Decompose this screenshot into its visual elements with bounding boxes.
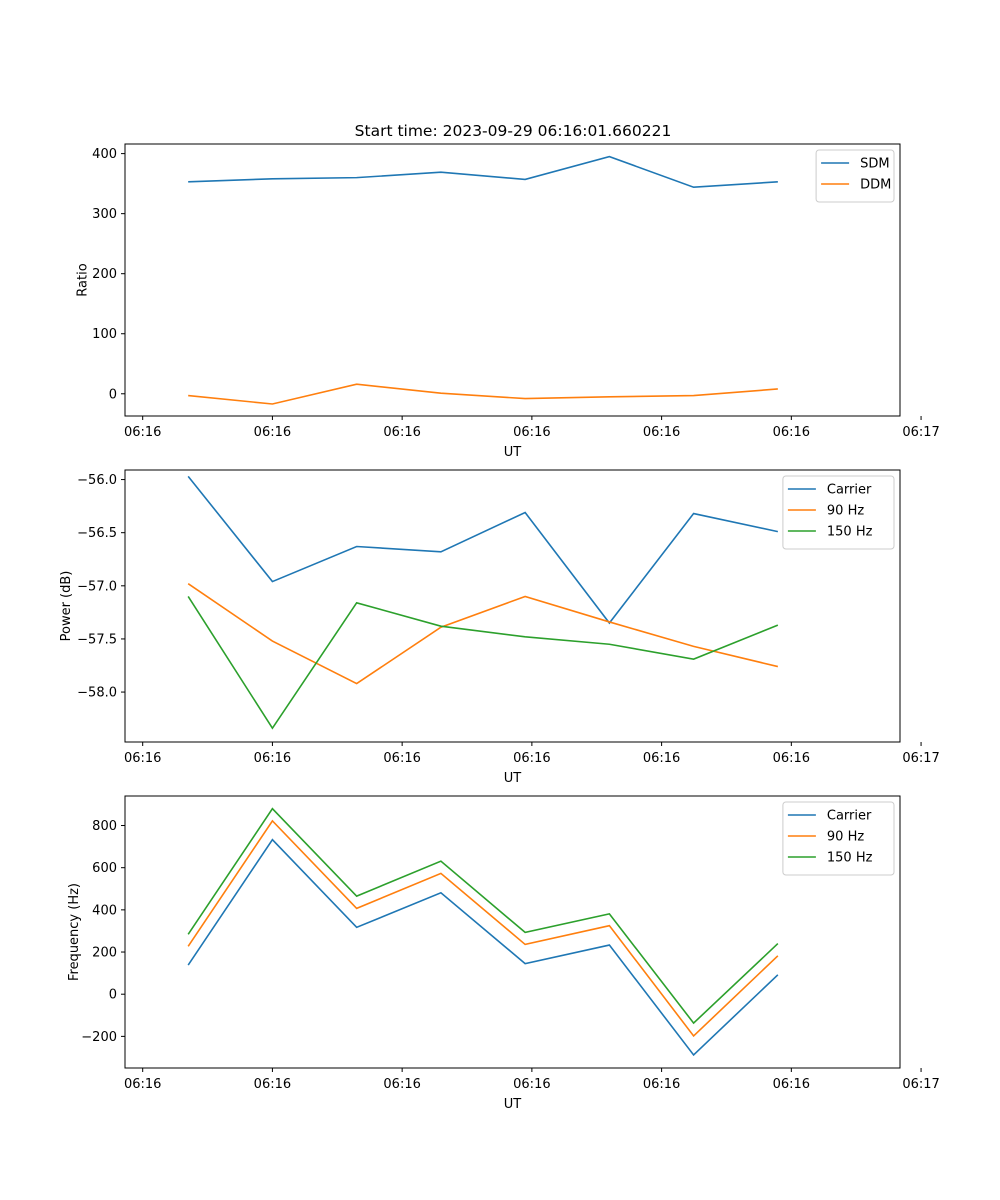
x-tick-label: 06:16 [513,425,550,440]
series-line-carrier [187,475,779,625]
y-tick-label: 400 [92,147,117,162]
y-tick-label: −57.0 [77,579,117,594]
x-tick-label: 06:17 [902,425,939,440]
axes-frame [124,143,901,417]
x-tick-label: 06:16 [643,1077,680,1092]
x-tick-label: 06:16 [383,425,420,440]
x-tick-label: 06:17 [902,1077,939,1092]
series-line-150-hz [187,596,779,730]
y-tick-label: 0 [109,988,117,1003]
x-axis-label: UT [504,1097,522,1112]
legend: Carrier 90 Hz 150 Hz [782,475,895,550]
legend: Carrier 90 Hz 150 Hz [782,801,895,876]
x-axis-label: UT [504,771,522,786]
series-line-sdm [188,155,778,189]
x-tick-label: 06:16 [124,751,161,766]
x-axis-label: UT [504,445,522,460]
chart-panel-1: 06:16 06:16 06:16 06:16 06:16 06:16 06:17 0 100 2… [75,143,940,460]
legend: SDM DDM [815,149,895,203]
legend-label: SDM [860,157,889,172]
x-tick-label: 06:16 [254,751,291,766]
y-tick-label: 200 [92,267,117,282]
legend-label: 150 Hz [827,851,873,866]
y-tick-label: 800 [92,819,117,834]
legend-label: 90 Hz [827,830,864,845]
x-tick-label: 06:16 [773,1077,810,1092]
y-tick-label: 0 [109,387,117,402]
x-tick-label: 06:16 [254,1077,291,1092]
axes-frame [124,795,901,1069]
x-tick-label: 06:16 [643,425,680,440]
series-line-90-hz [187,583,779,685]
series-line-carrier [187,838,779,1057]
legend-label: 90 Hz [827,504,864,519]
x-tick-label: 06:16 [254,425,291,440]
y-axis-label: Frequency (Hz) [67,883,82,981]
x-tick-label: 06:16 [773,425,810,440]
x-tick-label: 06:16 [513,751,550,766]
y-tick-label: −57.5 [77,632,117,647]
series-line-90-hz [187,819,779,1038]
y-axis-label: Power (dB) [59,571,74,642]
y-tick-label: −58.0 [77,686,117,701]
figure-title: Start time: 2023-09-29 06:16:01.660221 [355,122,672,140]
y-tick-label: 400 [92,903,117,918]
x-tick-label: 06:16 [383,1077,420,1092]
x-tick-label: 06:16 [513,1077,550,1092]
chart-panel-2: 06:16 06:16 06:16 06:16 06:16 06:16 06:17 −56.0… [59,469,940,786]
y-tick-label: −56.5 [77,526,117,541]
series-line-150-hz [187,807,779,1025]
y-tick-label: 200 [92,946,117,961]
y-tick-label: 100 [92,327,117,342]
y-tick-label: −56.0 [77,473,117,488]
x-tick-label: 06:16 [383,751,420,766]
y-tick-label: 300 [92,207,117,222]
legend-label: Carrier [827,809,872,824]
y-tick-label: −200 [81,1030,117,1045]
axes-frame [124,469,901,743]
y-axis-label: Ratio [75,263,90,296]
x-tick-label: 06:16 [124,425,161,440]
legend-label: Carrier [827,483,872,498]
x-tick-label: 06:16 [124,1077,161,1092]
series-line-ddm [188,383,778,405]
x-tick-label: 06:16 [643,751,680,766]
legend-label: 150 Hz [827,525,873,540]
chart-panel-3: 06:16 06:16 06:16 06:16 06:16 06:16 06:17 −200 0… [67,795,940,1112]
legend-label: DDM [860,178,891,193]
y-tick-label: 600 [92,861,117,876]
panels: 06:16 06:16 06:16 06:16 06:16 06:16 06:17 0 100 2… [59,143,940,1112]
x-tick-label: 06:16 [773,751,810,766]
x-tick-label: 06:17 [902,751,939,766]
